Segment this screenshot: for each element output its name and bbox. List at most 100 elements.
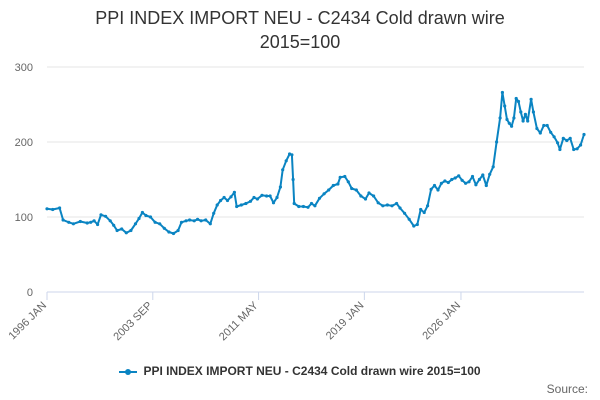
data-point[interactable] [359, 194, 363, 198]
data-point[interactable] [176, 228, 180, 233]
data-point[interactable] [322, 192, 326, 196]
data-point[interactable] [317, 196, 322, 200]
data-point[interactable] [120, 227, 124, 231]
data-point[interactable] [268, 194, 272, 198]
data-point[interactable] [327, 188, 331, 192]
data-point[interactable] [112, 223, 116, 227]
data-point[interactable] [222, 195, 226, 200]
data-point[interactable] [215, 203, 219, 207]
legend[interactable]: PPI INDEX IMPORT NEU - C2434 Cold drawn … [0, 364, 600, 378]
data-point[interactable] [568, 136, 572, 140]
data-point[interactable] [67, 220, 71, 224]
data-point[interactable] [467, 180, 471, 184]
data-point[interactable] [481, 173, 485, 177]
data-point[interactable] [439, 181, 443, 185]
data-point[interactable] [244, 201, 248, 206]
data-point[interactable] [275, 195, 279, 200]
data-point[interactable] [579, 143, 583, 147]
data-point[interactable] [415, 222, 419, 227]
data-point[interactable] [381, 204, 385, 208]
data-point[interactable] [284, 159, 288, 163]
data-point[interactable] [260, 193, 264, 197]
data-point[interactable] [398, 206, 402, 210]
data-point[interactable] [436, 188, 440, 192]
data-point[interactable] [507, 121, 511, 125]
data-point[interactable] [561, 136, 565, 140]
data-point[interactable] [582, 132, 586, 137]
data-point[interactable] [432, 183, 437, 188]
data-point[interactable] [350, 186, 354, 191]
data-point[interactable] [521, 119, 525, 123]
data-point[interactable] [385, 203, 389, 207]
data-point[interactable] [526, 119, 530, 123]
data-point[interactable] [265, 194, 269, 198]
data-point[interactable] [225, 198, 230, 203]
data-point[interactable] [129, 228, 133, 233]
data-point[interactable] [498, 116, 502, 120]
data-point[interactable] [85, 221, 89, 225]
data-point[interactable] [144, 213, 148, 218]
data-point[interactable] [545, 123, 549, 128]
data-point[interactable] [474, 183, 478, 187]
data-point[interactable] [153, 220, 157, 224]
data-point[interactable] [338, 175, 342, 179]
data-point[interactable] [115, 228, 119, 233]
data-point[interactable] [572, 147, 576, 152]
data-point[interactable] [395, 201, 399, 206]
data-point[interactable] [565, 138, 569, 143]
data-point[interactable] [96, 222, 100, 227]
data-point[interactable] [208, 222, 212, 226]
data-point[interactable] [235, 204, 239, 209]
data-point[interactable] [239, 203, 243, 207]
data-point[interactable] [446, 180, 450, 185]
data-point[interactable] [309, 201, 314, 206]
data-point[interactable] [51, 207, 55, 212]
data-point[interactable] [403, 211, 407, 215]
data-point[interactable] [140, 210, 144, 215]
data-point[interactable] [271, 201, 276, 205]
data-point[interactable] [133, 222, 138, 226]
data-point[interactable] [199, 219, 203, 223]
data-point[interactable] [488, 172, 492, 176]
data-point[interactable] [453, 176, 457, 180]
data-point[interactable] [523, 112, 528, 116]
data-point[interactable] [503, 104, 507, 108]
data-point[interactable] [212, 211, 216, 215]
data-point[interactable] [552, 135, 556, 139]
data-point[interactable] [549, 130, 553, 134]
data-point[interactable] [426, 204, 430, 208]
data-point[interactable] [450, 177, 454, 182]
data-point[interactable] [188, 218, 192, 222]
data-point[interactable] [354, 188, 358, 192]
data-point[interactable] [137, 216, 141, 221]
data-point[interactable] [248, 199, 253, 203]
data-point[interactable] [575, 147, 579, 151]
data-point[interactable] [167, 230, 171, 234]
data-point[interactable] [281, 168, 285, 172]
data-point[interactable] [460, 178, 464, 182]
data-point[interactable] [158, 222, 162, 226]
credits-source[interactable]: Source: [546, 382, 588, 396]
data-point[interactable] [443, 179, 447, 183]
data-point[interactable] [306, 205, 310, 209]
data-point[interactable] [429, 187, 433, 191]
data-point[interactable] [464, 181, 468, 185]
data-point[interactable] [71, 222, 75, 226]
data-point[interactable] [505, 117, 509, 122]
data-point[interactable] [255, 197, 259, 201]
data-point[interactable] [192, 219, 196, 223]
data-point[interactable] [390, 204, 394, 208]
data-point[interactable] [232, 190, 236, 194]
data-point[interactable] [196, 217, 200, 221]
series-line[interactable] [46, 91, 585, 235]
data-point[interactable] [343, 174, 347, 179]
data-point[interactable] [535, 126, 539, 131]
data-point[interactable] [313, 204, 317, 208]
data-point[interactable] [336, 182, 340, 186]
data-point[interactable] [278, 185, 282, 189]
data-point[interactable] [108, 219, 112, 223]
data-point[interactable] [99, 213, 103, 217]
data-point[interactable] [184, 219, 188, 223]
data-point[interactable] [45, 207, 49, 211]
data-point[interactable] [78, 219, 82, 224]
